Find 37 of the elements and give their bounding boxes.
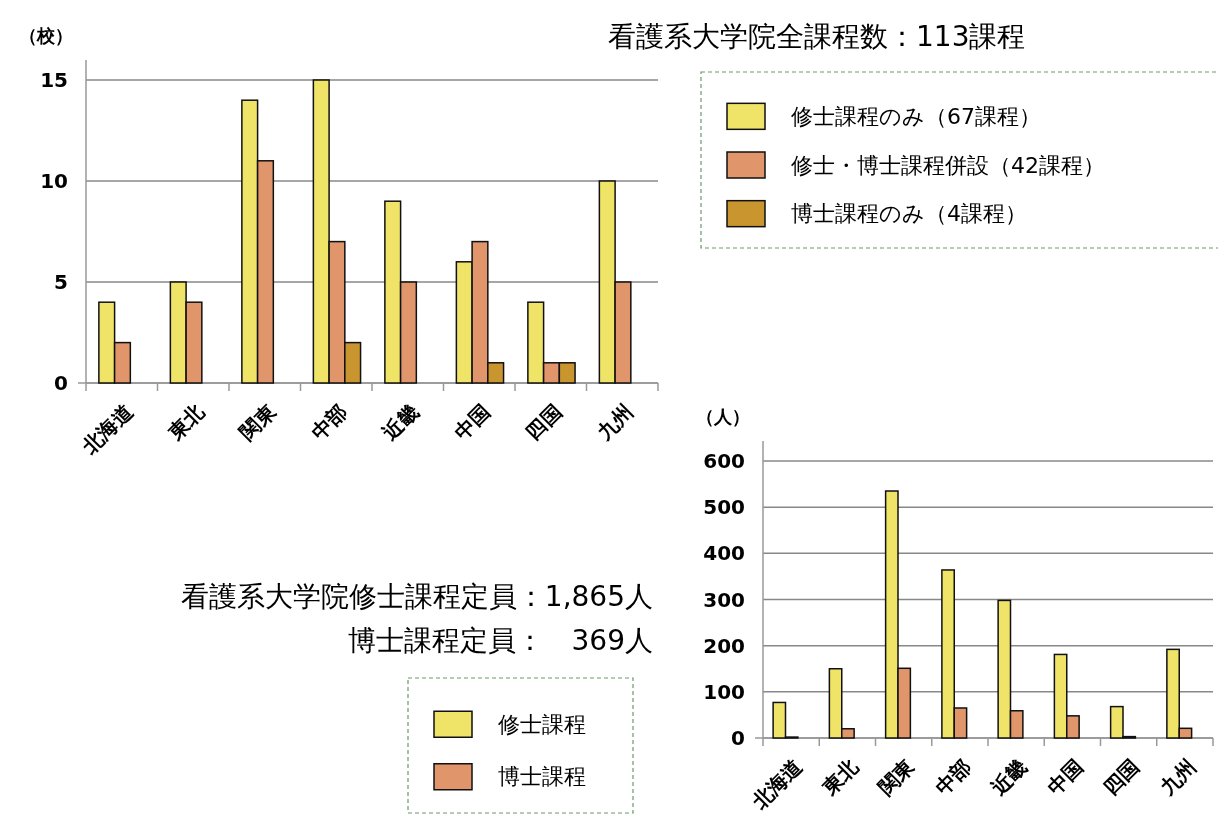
x-tick-label: 東北 — [162, 398, 210, 446]
text: 看護系大学院修士課程定員：1,865人 — [180, 580, 653, 613]
y-tick-label: 200 — [703, 633, 745, 658]
x-tick-label: 四国 — [1098, 754, 1145, 800]
y-tick-label: 0 — [731, 726, 745, 750]
x-tick-label: 関東 — [873, 754, 920, 800]
y-tick-label: 15 — [40, 68, 68, 92]
x-tick-label: 関東 — [235, 399, 281, 445]
y-tick-label: 5 — [54, 270, 68, 294]
y-tick-label: 400 — [703, 541, 745, 566]
x-tick-label: 九州 — [1154, 754, 1201, 801]
text: 看護系大学院全課程数：113課程 — [608, 20, 1026, 53]
y-tick-label: 10 — [40, 169, 68, 193]
x-tick-label: 近畿 — [985, 754, 1032, 801]
y-tick-label: 100 — [703, 679, 745, 704]
legend-label: 博士課程のみ（4課程） — [791, 201, 1027, 227]
y-tick-label: 0 — [54, 371, 68, 395]
x-tick-label: 北海道 — [746, 754, 807, 815]
x-tick-label: 九州 — [591, 399, 638, 446]
x-tick-label: 東北 — [816, 753, 864, 801]
y-tick-label: 300 — [703, 587, 745, 612]
legend-label: 博士課程 — [498, 764, 586, 790]
legend-label: 修士課程 — [498, 711, 586, 737]
y-axis-title: （人） — [696, 406, 750, 427]
x-tick-label: 四国 — [521, 399, 567, 445]
x-tick-label: 北海道 — [77, 399, 138, 460]
y-tick-label: 600 — [703, 449, 745, 473]
x-tick-label: 中部 — [306, 399, 352, 445]
legend-label: 修士課程のみ（67課程） — [791, 104, 1041, 130]
x-tick-label: 中国 — [449, 399, 495, 445]
legend-label: 修士・博士課程併設（42課程） — [791, 152, 1105, 178]
y-axis-title: （校） — [19, 25, 73, 46]
x-tick-label: 中部 — [930, 754, 976, 800]
text: 博士課程定員： 369人 — [347, 624, 653, 657]
x-tick-label: 近畿 — [377, 399, 424, 446]
x-tick-label: 中国 — [1042, 754, 1088, 800]
y-tick-label: 500 — [703, 495, 745, 520]
